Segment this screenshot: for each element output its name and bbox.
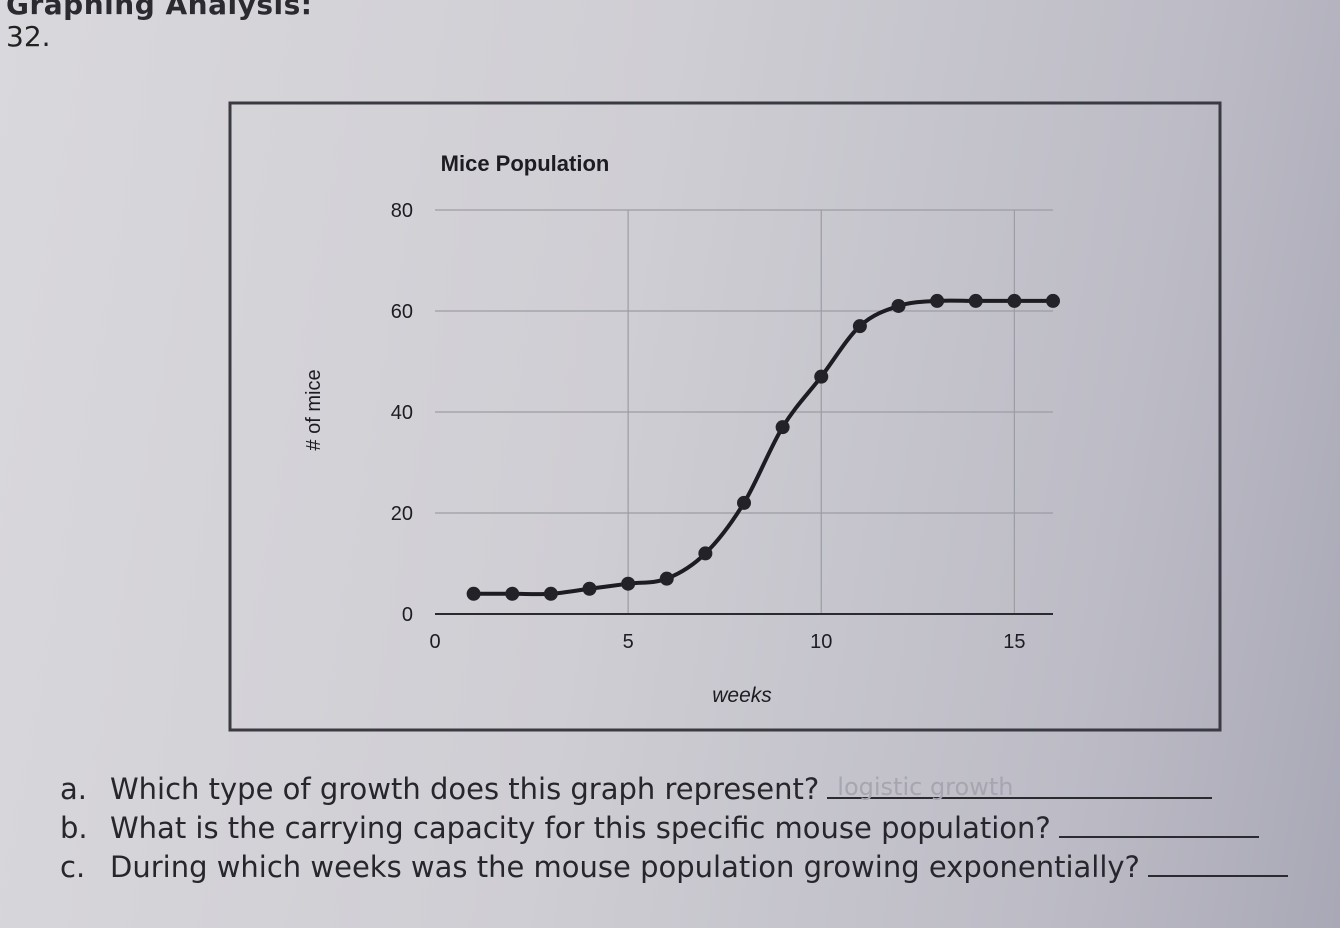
answer-a-text: logistic growth xyxy=(837,773,1014,801)
question-a-text: Which type of growth does this graph rep… xyxy=(110,772,820,806)
data-point xyxy=(968,293,983,308)
question-b: b. What is the carrying capacity for thi… xyxy=(60,811,1259,845)
question-number: 32. xyxy=(6,20,51,53)
y-tick-label: 20 xyxy=(391,503,413,525)
question-a-letter: a. xyxy=(60,772,87,806)
data-point xyxy=(698,546,713,561)
data-point xyxy=(814,369,829,384)
x-tick-label: 0 xyxy=(429,631,440,653)
x-tick-label: 10 xyxy=(810,631,832,653)
data-point xyxy=(582,581,597,596)
y-axis-label: # of mice xyxy=(303,369,325,450)
question-c-text: During which weeks was the mouse populat… xyxy=(110,850,1140,884)
question-a: a. Which type of growth does this graph … xyxy=(60,772,1213,806)
data-point xyxy=(1007,293,1022,308)
question-b-text: What is the carrying capacity for this s… xyxy=(110,811,1051,845)
section-title: Graphing Analysis: xyxy=(6,0,313,21)
chart-svg: Mice Population 0 20 40 60 80 0 5 10 15 weeks # … xyxy=(228,101,1222,732)
question-b-letter: b. xyxy=(60,811,88,845)
data-point xyxy=(505,586,520,601)
marker-layer xyxy=(466,293,1060,601)
grid-layer xyxy=(435,209,1053,614)
y-tick-label: 80 xyxy=(391,200,413,222)
data-point xyxy=(466,586,481,601)
question-c: c. During which weeks was the mouse popu… xyxy=(60,850,1288,884)
series-line xyxy=(471,298,1055,597)
answer-c-field[interactable] xyxy=(1147,853,1288,877)
y-tick-label: 0 xyxy=(402,604,413,626)
x-tick-label: 15 xyxy=(1003,631,1025,653)
tick-label-layer: 0 20 40 60 80 0 5 10 15 xyxy=(391,200,1026,653)
y-tick-label: 40 xyxy=(391,402,413,424)
y-tick-label: 60 xyxy=(391,301,413,323)
chart-frame xyxy=(228,101,1222,732)
data-point xyxy=(852,319,867,334)
data-point xyxy=(1046,293,1060,308)
data-point xyxy=(930,293,945,308)
question-c-letter: c. xyxy=(60,850,86,884)
data-point xyxy=(775,420,790,435)
data-point xyxy=(891,298,906,313)
answer-a-field[interactable]: logistic growth xyxy=(827,773,1213,801)
data-point xyxy=(621,576,636,591)
x-tick-label: 5 xyxy=(623,631,634,653)
data-point xyxy=(543,586,558,601)
data-point xyxy=(659,571,674,586)
chart-title: Mice Population xyxy=(441,151,610,176)
x-axis-label: weeks xyxy=(712,684,772,707)
data-point xyxy=(737,495,751,510)
answer-b-field[interactable] xyxy=(1058,814,1259,838)
